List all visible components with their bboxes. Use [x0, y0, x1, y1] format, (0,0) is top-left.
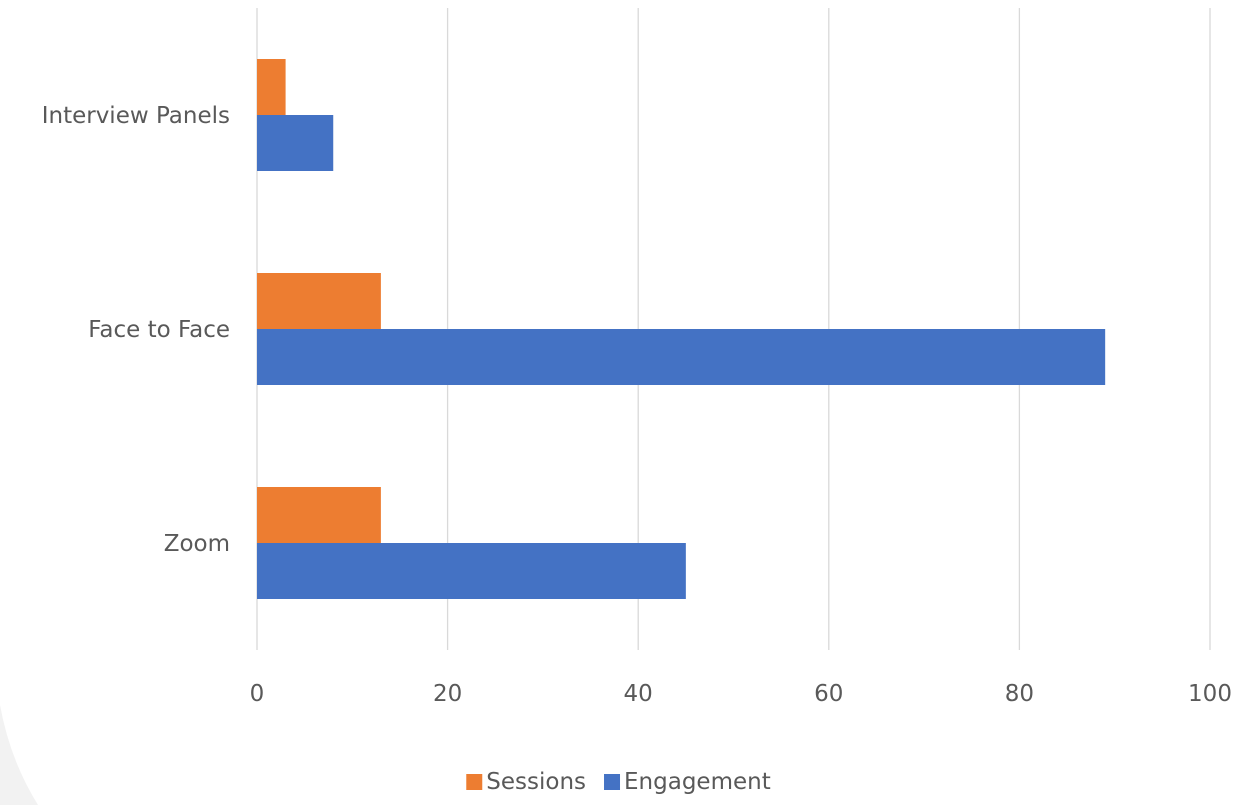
legend-swatch-sessions: [466, 774, 483, 790]
x-tick-label: 60: [814, 681, 843, 707]
bar-engagement-interview-panels: [257, 115, 334, 171]
bar-sessions-interview-panels: [257, 59, 286, 115]
legend-swatch-engagement: [604, 774, 621, 790]
bar-engagement-face-to-face: [257, 329, 1106, 385]
x-tick-label: 100: [1188, 681, 1232, 707]
x-tick-label: 80: [1005, 681, 1034, 707]
bars: [257, 59, 1106, 599]
x-tick-label: 20: [433, 681, 462, 707]
bar-sessions-face-to-face: [257, 273, 381, 329]
legend-label-engagement: Engagement: [624, 769, 771, 795]
legend-item-engagement: Engagement: [604, 769, 771, 795]
category-labels: Interview Panels Face to Face Zoom: [42, 103, 230, 557]
x-tick-label: 0: [250, 681, 265, 707]
legend-label-sessions: Sessions: [486, 769, 586, 795]
bar-sessions-zoom: [257, 487, 381, 543]
category-label-face-to-face: Face to Face: [88, 317, 230, 343]
legend-item-sessions: Sessions: [466, 769, 586, 795]
category-label-interview-panels: Interview Panels: [42, 103, 230, 129]
category-label-zoom: Zoom: [164, 531, 230, 557]
decorative-corner-shape: [0, 705, 38, 805]
bar-engagement-zoom: [257, 543, 686, 599]
x-tick-label: 40: [624, 681, 653, 707]
legend: Sessions Engagement: [466, 769, 771, 795]
x-axis-ticks: 0 20 40 60 80 100: [250, 681, 1232, 707]
